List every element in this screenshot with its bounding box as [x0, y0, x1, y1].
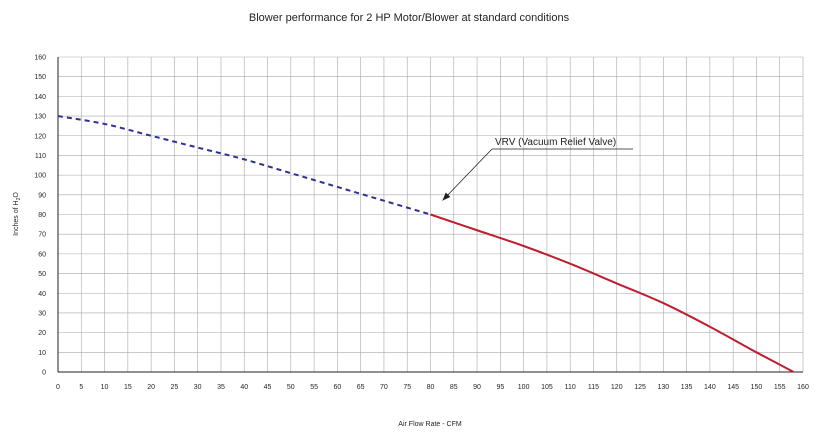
x-tick-label: 145 — [727, 384, 739, 391]
x-tick-label: 85 — [450, 384, 458, 391]
x-tick-label: 60 — [333, 384, 341, 391]
grid — [57, 56, 804, 373]
y-tick-label: 10 — [38, 350, 46, 357]
y-axis-label-subscript: 2 — [16, 197, 22, 200]
y-axis-label-end: O — [13, 192, 20, 198]
series-line-dashed — [57, 115, 431, 216]
x-tick-label: 45 — [264, 384, 272, 391]
x-tick-label: 5 — [79, 384, 83, 391]
x-tick-labels: 0 5 10 15 20 25 30 35 40 45 50 55 60 65 70 75 80 85 90 95 10… — [56, 384, 809, 391]
x-tick-label: 105 — [541, 384, 553, 391]
x-tick-label: 135 — [681, 384, 693, 391]
x-tick-label: 0 — [56, 384, 60, 391]
x-tick-label: 35 — [217, 384, 225, 391]
x-tick-label: 15 — [124, 384, 132, 391]
x-tick-label: 160 — [797, 384, 809, 391]
y-tick-label: 120 — [34, 133, 46, 140]
x-tick-label: 130 — [657, 384, 669, 391]
x-tick-label: 75 — [403, 384, 411, 391]
axes — [57, 57, 803, 373]
series-line-solid — [430, 213, 795, 373]
x-axis-label: Air Flow Rate - CFM — [398, 421, 462, 428]
y-tick-label: 20 — [38, 330, 46, 337]
annotation-group: VRV (Vacuum Relief Valve) — [442, 137, 633, 201]
y-tick-label: 70 — [38, 232, 46, 239]
y-tick-labels: 0 10 20 30 40 50 60 70 80 90 100 110 120 130 140 150 160 — [34, 55, 46, 377]
annotation-arrowhead — [442, 192, 451, 201]
x-tick-label: 100 — [518, 384, 530, 391]
y-tick-label: 60 — [38, 251, 46, 258]
x-tick-label: 70 — [380, 384, 388, 391]
y-tick-label: 100 — [34, 173, 46, 180]
x-tick-label: 25 — [171, 384, 179, 391]
annotation-label: VRV (Vacuum Relief Valve) — [495, 137, 616, 148]
y-tick-label: 110 — [35, 153, 46, 160]
annotation-leader-line — [442, 148, 493, 201]
y-axis-label: Inches of H2O — [13, 192, 22, 236]
x-tick-label: 155 — [774, 384, 786, 391]
x-tick-label: 10 — [101, 384, 109, 391]
y-tick-label: 30 — [38, 310, 46, 317]
y-axis-label-main: Inches of H — [13, 200, 20, 235]
y-tick-label: 150 — [34, 74, 46, 81]
series-group — [57, 115, 795, 373]
y-tick-label: 160 — [34, 55, 46, 62]
x-tick-label: 40 — [240, 384, 248, 391]
x-tick-label: 115 — [588, 384, 599, 391]
y-tick-label: 40 — [38, 291, 46, 298]
x-tick-label: 30 — [194, 384, 202, 391]
x-tick-label: 55 — [310, 384, 318, 391]
y-tick-label: 90 — [38, 192, 46, 199]
x-tick-label: 125 — [634, 384, 646, 391]
x-tick-label: 80 — [427, 384, 435, 391]
x-tick-label: 90 — [473, 384, 481, 391]
x-tick-label: 65 — [357, 384, 365, 391]
x-tick-label: 110 — [565, 384, 576, 391]
y-tick-label: 50 — [38, 271, 46, 278]
x-tick-label: 20 — [147, 384, 155, 391]
x-tick-label: 95 — [496, 384, 504, 391]
x-tick-label: 120 — [611, 384, 623, 391]
y-tick-label: 130 — [34, 114, 46, 121]
x-tick-label: 140 — [704, 384, 716, 391]
x-tick-label: 150 — [751, 384, 763, 391]
y-tick-label: 0 — [42, 370, 46, 377]
y-tick-label: 80 — [38, 212, 46, 219]
x-tick-label: 50 — [287, 384, 295, 391]
chart-title: Blower performance for 2 HP Motor/Blower… — [248, 12, 570, 24]
y-tick-label: 140 — [34, 94, 46, 101]
